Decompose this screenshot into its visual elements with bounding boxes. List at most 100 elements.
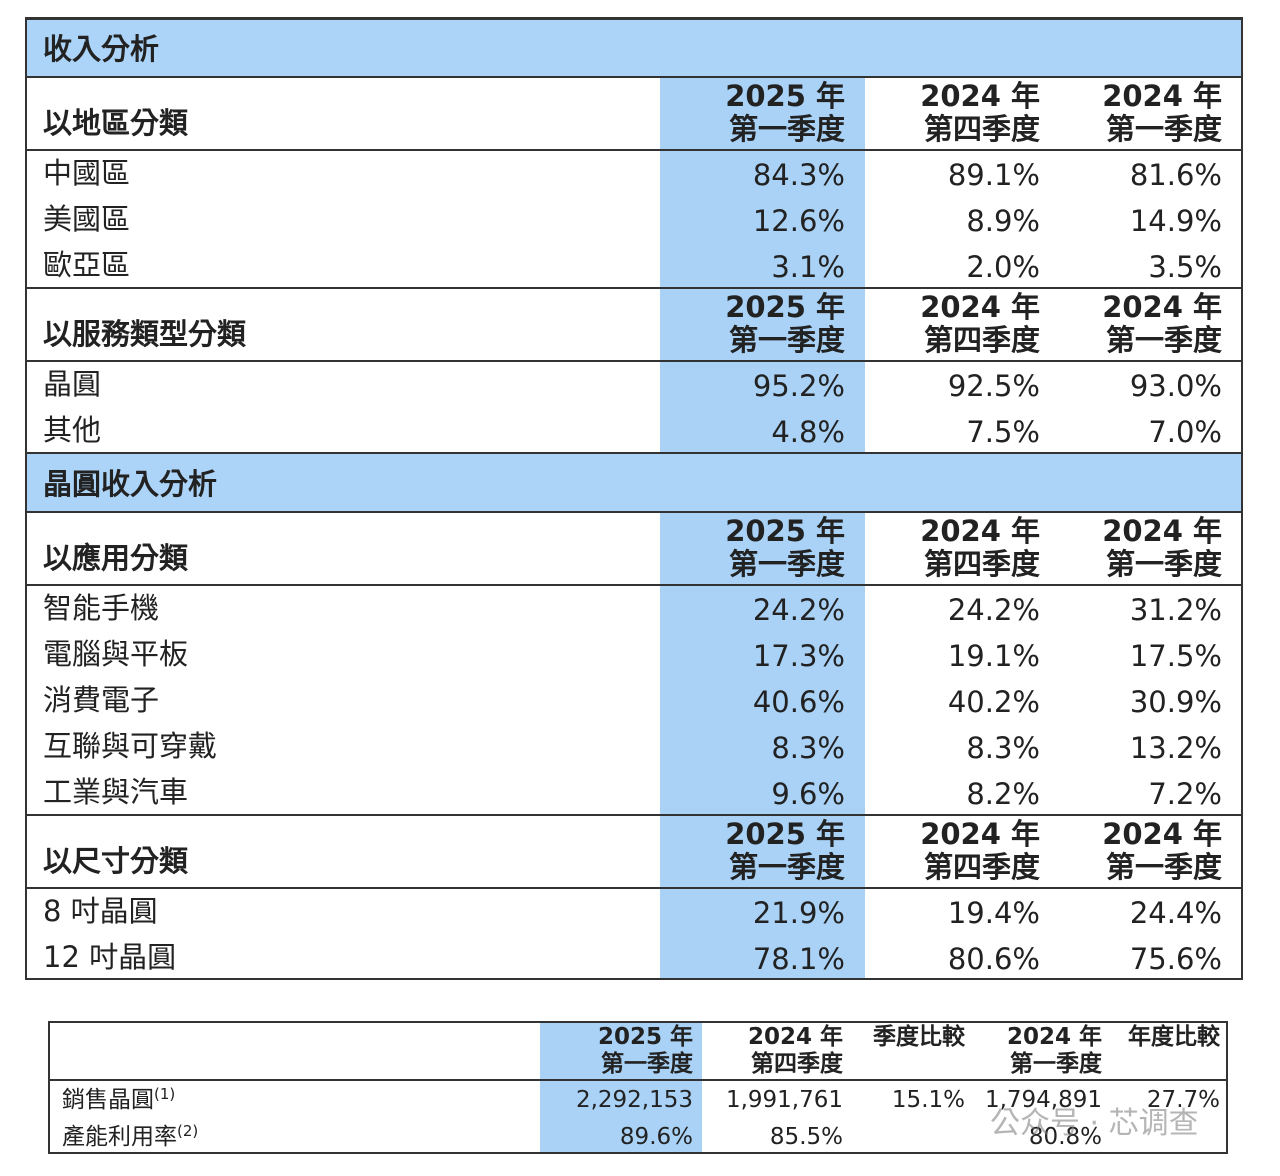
cell-value: 12.6% bbox=[752, 204, 845, 238]
column-year: 2025 年 bbox=[725, 817, 845, 851]
column-year: 2025 年 bbox=[725, 514, 845, 548]
column-quarter: 第一季度 bbox=[1010, 1051, 1102, 1077]
cell-value: 21.9% bbox=[752, 896, 845, 930]
row-label: 銷售晶圓 bbox=[62, 1087, 154, 1113]
column-year: 2024 年 bbox=[747, 1024, 843, 1050]
cell-value: 3.5% bbox=[1148, 250, 1222, 284]
column-year: 2025 年 bbox=[725, 79, 845, 113]
column-year: 2025 年 bbox=[725, 290, 845, 324]
rule bbox=[25, 887, 1243, 889]
row-label: 歐亞區 bbox=[43, 248, 131, 282]
rule bbox=[25, 511, 1243, 513]
cell-value: 8.3% bbox=[966, 731, 1040, 765]
table-border bbox=[25, 18, 1243, 980]
highlight-column bbox=[660, 512, 865, 815]
highlight-column bbox=[660, 77, 865, 288]
rule bbox=[25, 452, 1243, 454]
cell-value: 8.9% bbox=[966, 204, 1040, 238]
cell-value: 80.6% bbox=[947, 942, 1040, 976]
column-year: 2024 年 bbox=[920, 817, 1040, 851]
cell-value: 8.3% bbox=[771, 731, 845, 765]
column-label: 年度比較 bbox=[1128, 1024, 1220, 1050]
row-label: 互聯與可穿戴 bbox=[43, 729, 218, 763]
cell-value: 40.6% bbox=[752, 685, 845, 719]
cell-value: 17.5% bbox=[1129, 639, 1222, 673]
column-label: 季度比較 bbox=[873, 1024, 965, 1050]
cell-value: 24.2% bbox=[752, 593, 845, 627]
column-year: 2024 年 bbox=[1006, 1024, 1102, 1050]
cell-value: 1,991,761 bbox=[725, 1087, 843, 1113]
rule bbox=[25, 287, 1243, 289]
rule bbox=[25, 584, 1243, 586]
column-quarter: 第一季度 bbox=[1105, 323, 1222, 357]
cell-value: 7.0% bbox=[1148, 415, 1222, 449]
section-title: 收入分析 bbox=[43, 32, 160, 66]
cell-value: 24.4% bbox=[1129, 896, 1222, 930]
rule bbox=[25, 76, 1243, 78]
cell-value: 24.2% bbox=[947, 593, 1040, 627]
column-quarter: 第四季度 bbox=[923, 547, 1040, 581]
cell-value: 19.4% bbox=[947, 896, 1040, 930]
row-label: 產能利用率 bbox=[62, 1124, 177, 1150]
highlight-column bbox=[540, 1021, 702, 1154]
cell-value: 84.3% bbox=[752, 158, 845, 192]
column-quarter: 第一季度 bbox=[1105, 850, 1222, 884]
column-year: 2024 年 bbox=[920, 290, 1040, 324]
row-label: 工業與汽車 bbox=[43, 775, 189, 809]
cell-value: 89.1% bbox=[947, 158, 1040, 192]
section-header bbox=[25, 18, 1243, 77]
column-quarter: 第一季度 bbox=[601, 1051, 693, 1077]
cell-value: 2,292,153 bbox=[575, 1087, 693, 1113]
row-label: 智能手機 bbox=[43, 591, 160, 625]
cell-value: 93.0% bbox=[1129, 369, 1222, 403]
cell-value: 15.1% bbox=[891, 1087, 965, 1113]
highlight-column bbox=[660, 815, 865, 980]
row-label: 美國區 bbox=[43, 202, 131, 236]
cell-value: 19.1% bbox=[947, 639, 1040, 673]
cell-value: 31.2% bbox=[1129, 593, 1222, 627]
table-border bbox=[48, 1021, 1228, 1154]
column-year: 2024 年 bbox=[920, 514, 1040, 548]
footnote-marker: (1) bbox=[154, 1085, 176, 1103]
cell-value: 9.6% bbox=[771, 777, 845, 811]
column-quarter: 第四季度 bbox=[923, 112, 1040, 146]
group-label: 以地區分類 bbox=[43, 106, 189, 140]
column-year: 2024 年 bbox=[1102, 817, 1222, 851]
row-label: 8 吋晶圓 bbox=[43, 894, 158, 928]
cell-value: 81.6% bbox=[1129, 158, 1222, 192]
cell-value: 85.5% bbox=[769, 1124, 843, 1150]
watermark: 公众号 · 芯调查 bbox=[990, 1106, 1199, 1141]
group-label: 以應用分類 bbox=[43, 541, 189, 575]
column-year: 2024 年 bbox=[920, 79, 1040, 113]
cell-value: 95.2% bbox=[752, 369, 845, 403]
rule bbox=[25, 360, 1243, 362]
column-year: 2025 年 bbox=[597, 1024, 693, 1050]
column-quarter: 第四季度 bbox=[923, 850, 1040, 884]
cell-value: 13.2% bbox=[1129, 731, 1222, 765]
column-year: 2024 年 bbox=[1102, 79, 1222, 113]
row-label: 晶圓 bbox=[43, 367, 102, 401]
group-label: 以服務類型分類 bbox=[43, 317, 247, 351]
section-title: 晶圓收入分析 bbox=[43, 467, 218, 501]
column-year: 2024 年 bbox=[1102, 514, 1222, 548]
column-quarter: 第四季度 bbox=[923, 323, 1040, 357]
cell-value: 80.8% bbox=[1028, 1124, 1102, 1150]
cell-value: 40.2% bbox=[947, 685, 1040, 719]
cell-value: 3.1% bbox=[771, 250, 845, 284]
column-quarter: 第一季度 bbox=[728, 323, 845, 357]
cell-value: 1,794,891 bbox=[984, 1087, 1102, 1113]
column-quarter: 第四季度 bbox=[751, 1051, 843, 1077]
section-header bbox=[25, 453, 1243, 512]
column-quarter: 第一季度 bbox=[1105, 112, 1222, 146]
cell-value: 30.9% bbox=[1129, 685, 1222, 719]
cell-value: 75.6% bbox=[1129, 942, 1222, 976]
footnote-marker: (2) bbox=[177, 1122, 199, 1140]
rule bbox=[48, 1079, 1228, 1081]
column-year: 2024 年 bbox=[1102, 290, 1222, 324]
cell-value: 78.1% bbox=[752, 942, 845, 976]
cell-value: 17.3% bbox=[752, 639, 845, 673]
column-quarter: 第一季度 bbox=[728, 850, 845, 884]
cell-value: 8.2% bbox=[966, 777, 1040, 811]
row-label: 12 吋晶圓 bbox=[43, 940, 177, 974]
